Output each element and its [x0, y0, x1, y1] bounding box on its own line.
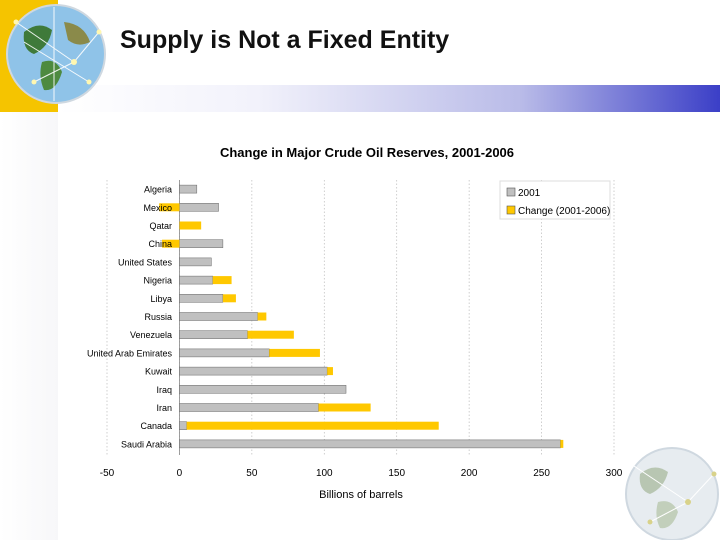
bar-2001-iraq	[179, 385, 347, 394]
category-label-canada: Canada	[140, 421, 172, 431]
legend-label-change: Change (2001-2006)	[518, 206, 610, 217]
bar-2001-algeria	[179, 184, 198, 194]
bar-change-mexico	[159, 203, 180, 212]
category-label-united-states: United States	[118, 257, 173, 267]
bar-change-nigeria	[212, 276, 232, 285]
x-tick-label: -50	[100, 468, 115, 479]
left-margin-strip	[0, 112, 58, 540]
x-tick-labels: -50 0 50 100 150 200 250 300	[100, 468, 623, 479]
bar-2001-canada	[179, 421, 187, 430]
category-labels: Algeria Mexico Qatar China United States Nige…	[87, 185, 173, 450]
bar-2001-venezuela	[179, 330, 248, 339]
legend-swatch-2001	[506, 187, 516, 197]
category-label-mexico: Mexico	[143, 203, 172, 213]
category-label-nigeria: Nigeria	[143, 276, 172, 286]
chart-legend: 2001 Change (2001-2006)	[499, 180, 611, 220]
bar-2001-mexico	[179, 203, 219, 212]
bar-change-saudi-arabia	[560, 439, 564, 448]
category-label-iraq: Iraq	[156, 385, 172, 395]
bar-2001-kuwait	[179, 366, 328, 376]
legend-swatch-change	[506, 205, 516, 215]
header-banner	[0, 0, 720, 112]
category-label-russia: Russia	[144, 312, 172, 322]
bar-change-libya	[222, 294, 236, 303]
bar-2001-china	[179, 239, 224, 248]
bar-change-canada	[186, 421, 439, 430]
category-label-united-arab-emirates: United Arab Emirates	[87, 348, 173, 358]
x-tick-label: 300	[606, 468, 623, 479]
bar-2001-russia	[179, 312, 258, 321]
chart-bars	[159, 184, 564, 449]
globe-icon	[6, 4, 106, 104]
bar-change-venezuela	[247, 330, 294, 339]
bar-change-united-arab-emirates	[269, 348, 320, 357]
bar-2001-iran	[179, 403, 319, 412]
bar-2001-libya	[179, 294, 224, 303]
x-tick-label: 200	[461, 468, 478, 479]
category-label-venezuela: Venezuela	[130, 330, 172, 340]
legend-label-2001: 2001	[518, 188, 541, 199]
x-axis-label: Billions of barrels	[319, 489, 403, 501]
bar-2001-united-arab-emirates	[179, 348, 270, 358]
globe-icon-bottom	[625, 447, 719, 540]
x-tick-label: 100	[316, 468, 333, 479]
legend-box	[499, 180, 611, 220]
bar-2001-nigeria	[179, 275, 213, 285]
category-label-china: China	[148, 239, 172, 249]
slide-title: Supply is Not a Fixed Entity	[120, 26, 450, 54]
bar-change-china	[162, 239, 180, 248]
header-gradient-band	[58, 85, 720, 112]
category-label-saudi-arabia: Saudi Arabia	[121, 439, 172, 449]
category-label-libya: Libya	[150, 294, 172, 304]
bar-change-iran	[318, 403, 371, 412]
x-tick-label: 250	[533, 468, 550, 479]
bar-2001-united-states	[179, 257, 212, 267]
bar-2001-saudi-arabia	[179, 439, 561, 449]
chart-title: Change in Major Crude Oil Reserves, 2001…	[220, 145, 514, 160]
category-label-algeria: Algeria	[144, 185, 172, 195]
bar-change-russia	[257, 312, 267, 321]
category-label-qatar: Qatar	[149, 221, 172, 231]
bar-change-qatar	[179, 221, 202, 230]
bar-change-kuwait	[327, 367, 333, 376]
category-label-kuwait: Kuwait	[145, 367, 173, 377]
x-tick-label: 150	[388, 468, 405, 479]
x-tick-label: 0	[177, 468, 183, 479]
x-tick-label: 50	[246, 468, 258, 479]
category-label-iran: Iran	[156, 403, 172, 413]
